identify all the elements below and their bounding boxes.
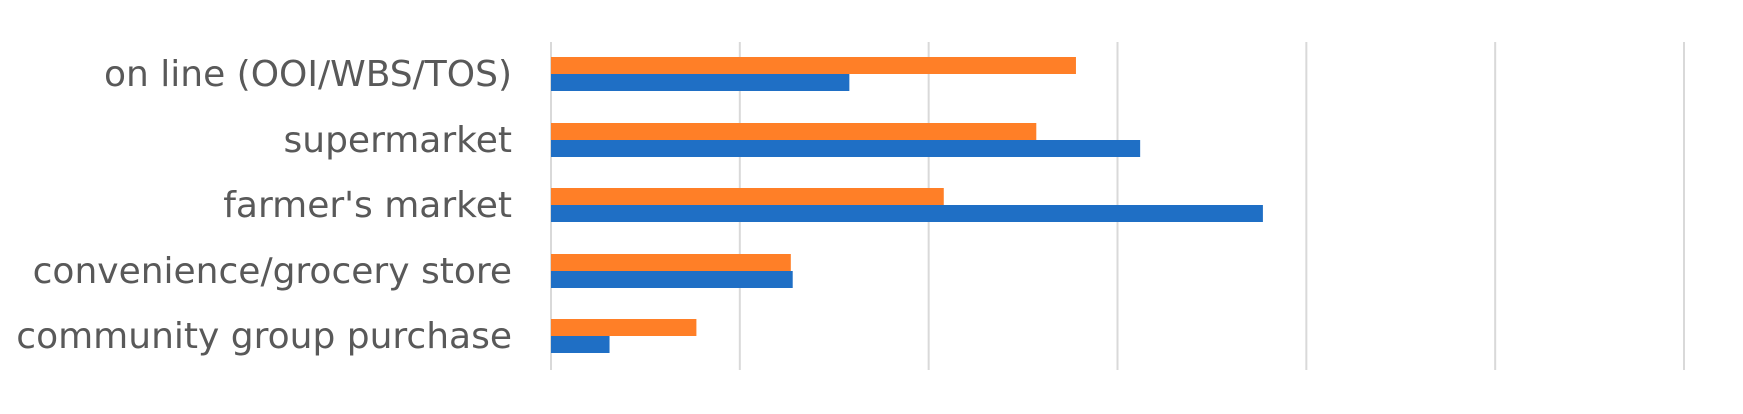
- category-label-2: farmer's market: [223, 185, 512, 226]
- category-label-0: on line (OOI/WBS/TOS): [104, 54, 512, 95]
- category-label-1: supermarket: [284, 120, 513, 161]
- bar-series-1-4: [551, 319, 697, 336]
- bar-series-2-1: [551, 140, 1141, 157]
- category-label-4: community group purchase: [16, 316, 512, 357]
- bar-series-2-4: [551, 336, 610, 353]
- category-label-3: convenience/grocery store: [33, 251, 512, 292]
- bar-series-1-3: [551, 254, 791, 271]
- bar-series-1-1: [551, 123, 1037, 140]
- category-labels: on line (OOI/WBS/TOS) supermarket farmer's…: [16, 54, 512, 357]
- bars: [551, 57, 1263, 353]
- bar-series-1-0: [551, 57, 1076, 74]
- bar-series-2-3: [551, 271, 793, 288]
- bar-series-2-0: [551, 74, 850, 91]
- bar-series-2-2: [551, 205, 1263, 222]
- bar-series-1-2: [551, 188, 944, 205]
